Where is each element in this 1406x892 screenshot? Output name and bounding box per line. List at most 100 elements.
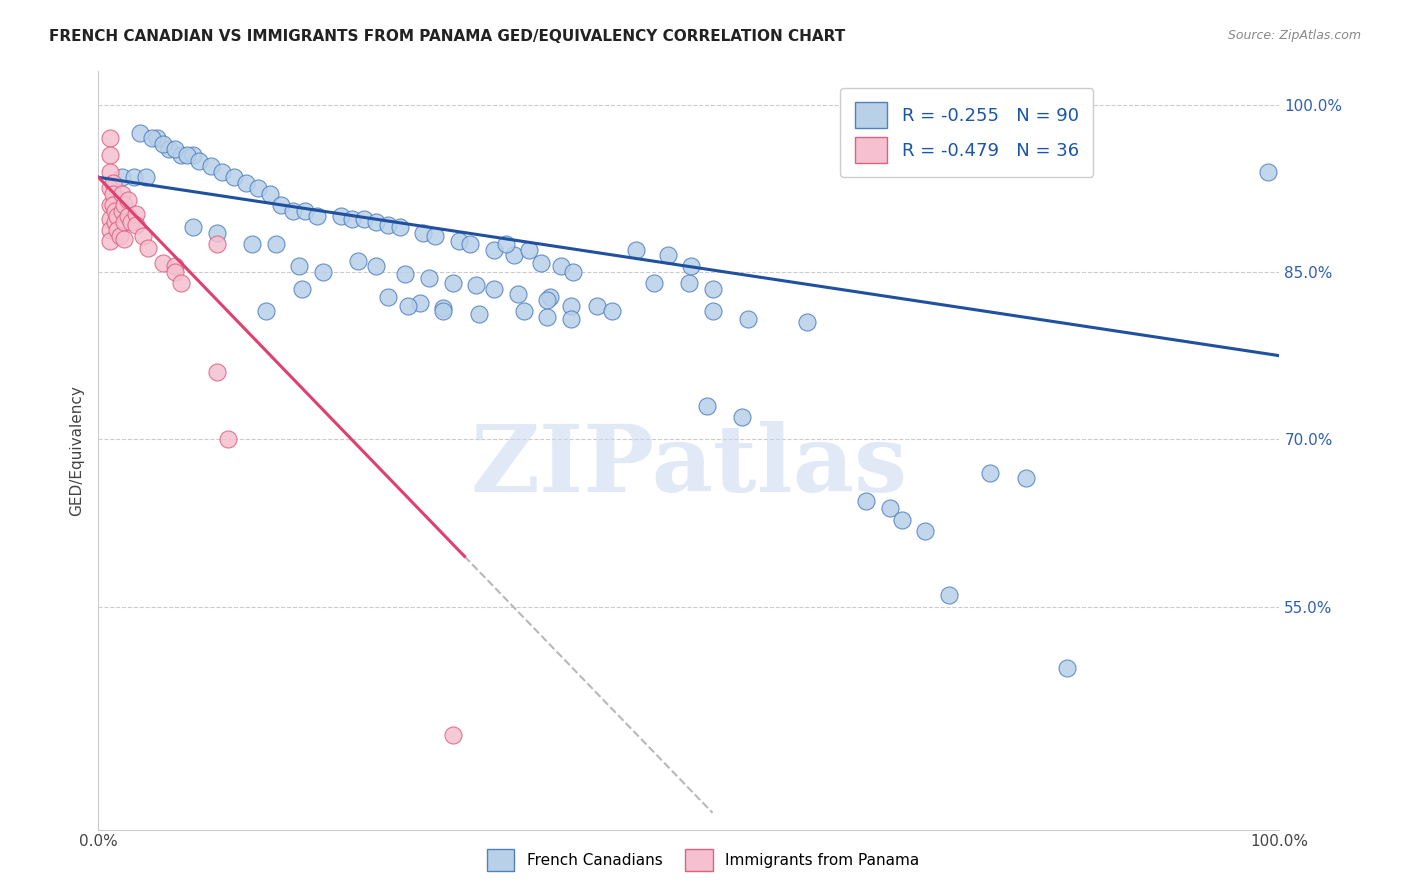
Point: [503, 248, 526, 262]
Point: [111, 187, 134, 202]
Point: [98, 198, 121, 212]
Point: [495, 237, 517, 252]
Point: [157, 143, 180, 157]
Point: [560, 312, 582, 326]
Point: [98, 131, 121, 145]
Point: [117, 193, 139, 207]
Point: [98, 223, 121, 237]
Point: [104, 215, 127, 229]
Point: [681, 260, 703, 274]
Point: [170, 277, 193, 291]
Point: [135, 170, 157, 185]
Point: [305, 210, 328, 224]
Point: [914, 524, 936, 538]
Point: [347, 254, 370, 268]
Point: [1014, 471, 1036, 485]
Point: [240, 237, 263, 252]
Point: [205, 366, 228, 380]
Point: [418, 270, 440, 285]
Point: [211, 165, 233, 179]
Legend: French Canadians, Immigrants from Panama: French Canadians, Immigrants from Panama: [481, 843, 925, 877]
Point: [98, 211, 121, 226]
Point: [111, 170, 134, 185]
Point: [283, 203, 305, 218]
Point: [98, 181, 121, 195]
Point: [394, 268, 416, 282]
Point: [342, 211, 364, 226]
Point: [353, 211, 375, 226]
Point: [98, 165, 121, 179]
Point: [696, 399, 718, 413]
Point: [482, 282, 505, 296]
Point: [165, 260, 187, 274]
Point: [152, 136, 174, 151]
Point: [105, 210, 128, 224]
Point: [408, 296, 430, 310]
Point: [105, 223, 128, 237]
Point: [264, 237, 287, 252]
Point: [731, 410, 754, 425]
Point: [678, 277, 700, 291]
Point: [117, 210, 139, 224]
Point: [132, 229, 155, 244]
Point: [187, 153, 209, 168]
Point: [170, 148, 193, 162]
Point: [562, 265, 585, 279]
Point: [560, 299, 582, 313]
Y-axis label: GED/Equivalency: GED/Equivalency: [69, 385, 84, 516]
Point: [152, 256, 174, 270]
Point: [1056, 661, 1078, 675]
Point: [482, 243, 505, 257]
Point: [465, 278, 488, 293]
Point: [259, 187, 281, 202]
Point: [550, 260, 572, 274]
Point: [205, 226, 228, 240]
Point: [536, 310, 558, 324]
Point: [224, 170, 246, 185]
Point: [235, 176, 257, 190]
Point: [432, 304, 454, 318]
Point: [288, 260, 311, 274]
Point: [460, 237, 482, 252]
Point: [98, 234, 121, 248]
Point: [246, 181, 269, 195]
Point: [125, 219, 148, 233]
Point: [312, 265, 335, 279]
Point: [396, 299, 419, 313]
Text: Source: ZipAtlas.com: Source: ZipAtlas.com: [1227, 29, 1361, 42]
Point: [538, 290, 561, 304]
Point: [141, 131, 163, 145]
Point: [536, 293, 558, 307]
Point: [108, 229, 131, 244]
Point: [377, 219, 399, 233]
Point: [217, 433, 239, 447]
Point: [254, 304, 277, 318]
Point: [467, 307, 489, 321]
Point: [737, 312, 759, 326]
Point: [112, 215, 135, 229]
Point: [530, 256, 553, 270]
Point: [181, 220, 204, 235]
Point: [879, 501, 901, 516]
Point: [364, 260, 387, 274]
Point: [181, 148, 204, 162]
Point: [200, 159, 222, 173]
Point: [855, 493, 877, 508]
Legend: R = -0.255   N = 90, R = -0.479   N = 36: R = -0.255 N = 90, R = -0.479 N = 36: [841, 88, 1094, 177]
Point: [412, 226, 434, 240]
Point: [112, 198, 135, 212]
Point: [1257, 165, 1279, 179]
Point: [165, 143, 187, 157]
Point: [122, 170, 145, 185]
Point: [101, 176, 124, 190]
Point: [290, 282, 312, 296]
Point: [111, 203, 134, 218]
Point: [890, 512, 912, 526]
Point: [657, 248, 679, 262]
Point: [270, 198, 292, 212]
Text: ZIPatlas: ZIPatlas: [471, 421, 907, 510]
Point: [506, 287, 529, 301]
Point: [125, 207, 148, 221]
Point: [423, 229, 446, 244]
Point: [441, 277, 464, 291]
